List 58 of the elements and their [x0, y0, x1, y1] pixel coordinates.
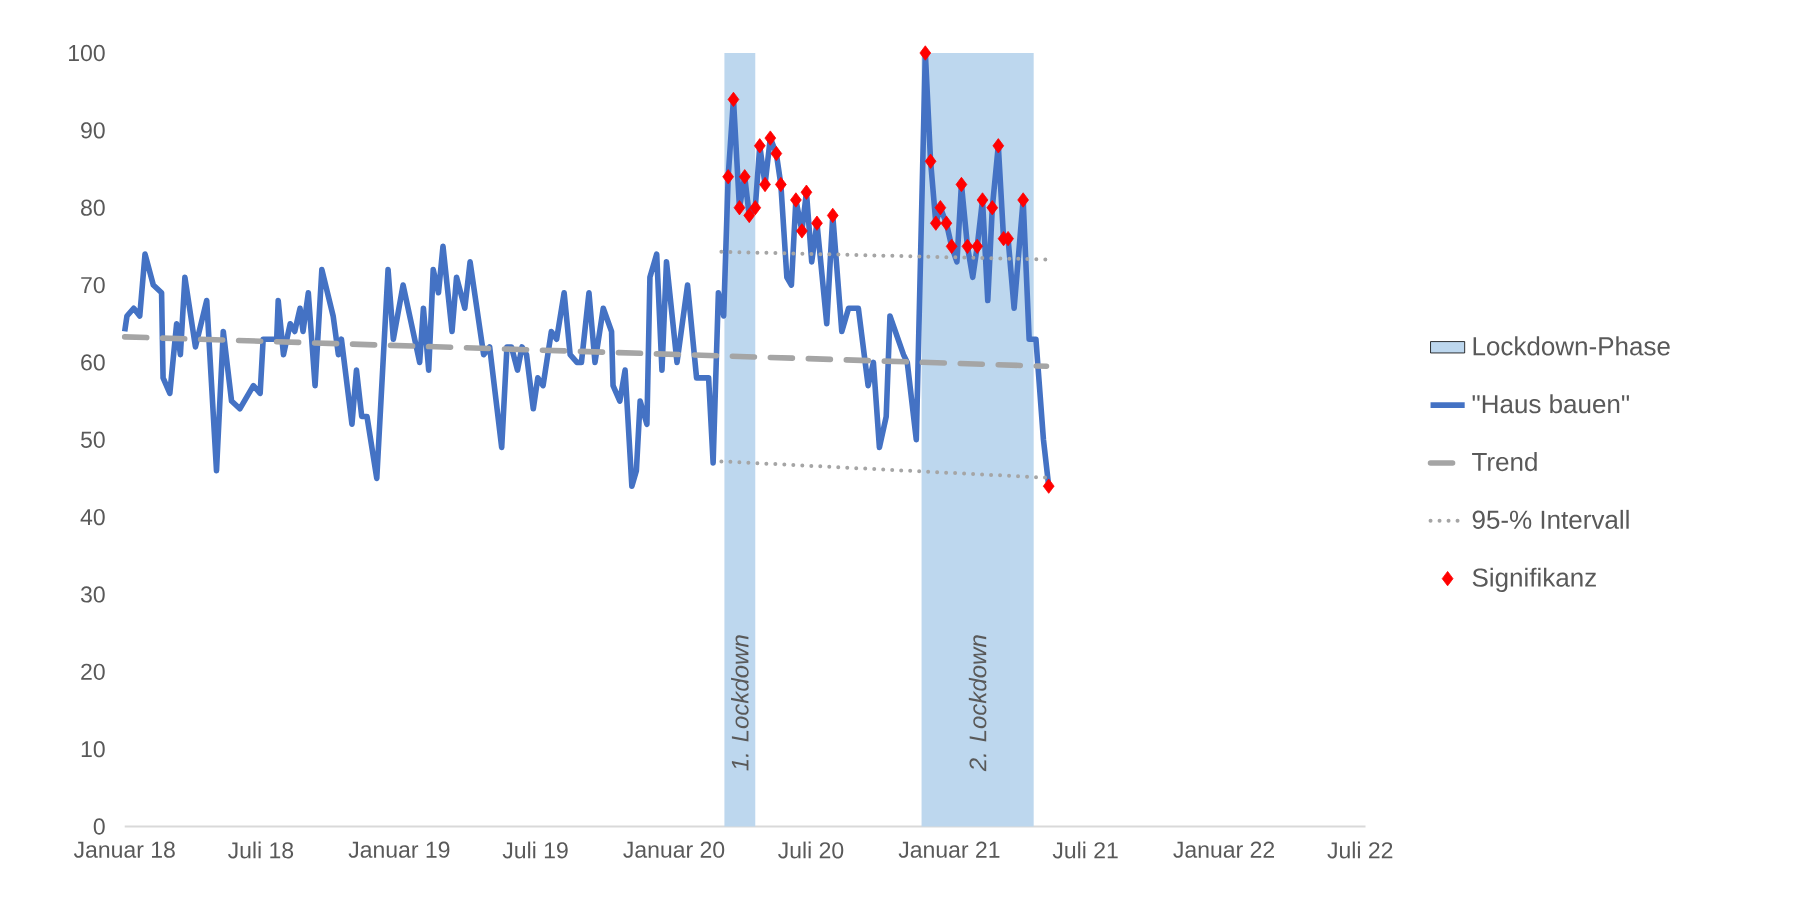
y-tick-label: 50: [80, 431, 105, 448]
x-tick-label: Januar 22: [1173, 841, 1274, 858]
point: [764, 130, 777, 146]
point: [955, 176, 968, 193]
point: [1042, 478, 1055, 494]
x-tick-label: Juli 20: [778, 841, 844, 859]
legend-label: Signifikanz: [1472, 567, 1596, 592]
point: [924, 153, 937, 169]
point: [790, 192, 802, 208]
point: [992, 138, 1005, 154]
x-tick-label: Januar 21: [898, 841, 1000, 858]
point: [796, 223, 808, 239]
x-tick-label: Januar 20: [623, 841, 725, 858]
point: [733, 200, 746, 216]
point: [753, 138, 766, 154]
point: [727, 91, 740, 108]
y-tick-label: 10: [81, 741, 105, 758]
point: [971, 238, 984, 254]
point: [800, 184, 813, 200]
x-tick-label: Januar 18: [73, 841, 175, 858]
point: [945, 238, 958, 254]
x-tick-label: Juli 19: [502, 841, 568, 859]
point: [930, 215, 942, 231]
legend-label: 95-% Intervall: [1472, 509, 1629, 529]
point: [826, 207, 839, 224]
point: [940, 215, 953, 231]
x-tick-label: Juli 22: [1327, 841, 1393, 859]
y-tick-label: 80: [81, 199, 105, 216]
x-tick-label: Juli 18: [228, 841, 294, 859]
point: [919, 45, 932, 61]
point: [775, 176, 787, 193]
point: [770, 145, 783, 162]
point: [1017, 192, 1029, 208]
y-tick-label: 100: [69, 44, 105, 62]
legend-label: Lockdown-Phase: [1473, 336, 1670, 356]
point: [934, 200, 947, 216]
point: [961, 238, 974, 254]
legend-label: Trend: [1472, 452, 1537, 472]
annotation: 2. Lockdown: [968, 635, 987, 772]
y-tick-label: 70: [81, 276, 105, 294]
point: [749, 200, 762, 216]
y-tick-label: 30: [80, 586, 105, 603]
point: [743, 207, 756, 224]
point: [986, 200, 999, 216]
point: [811, 215, 823, 231]
x-tick-label: Juli 21: [1052, 841, 1118, 859]
point: [722, 169, 734, 185]
y-tick-label: 60: [81, 354, 105, 371]
point: [759, 176, 771, 193]
point: [738, 169, 751, 185]
annotation: 1. Lockdown: [731, 635, 749, 771]
y-tick-label: 0: [93, 818, 105, 835]
y-tick-label: 20: [81, 663, 105, 680]
legend-label: "Haus bauen": [1472, 394, 1630, 414]
point: [976, 192, 989, 208]
y-tick-label: 40: [80, 508, 105, 526]
x-tick-label: Januar 19: [348, 841, 450, 858]
y-tick-label: 90: [81, 122, 105, 139]
